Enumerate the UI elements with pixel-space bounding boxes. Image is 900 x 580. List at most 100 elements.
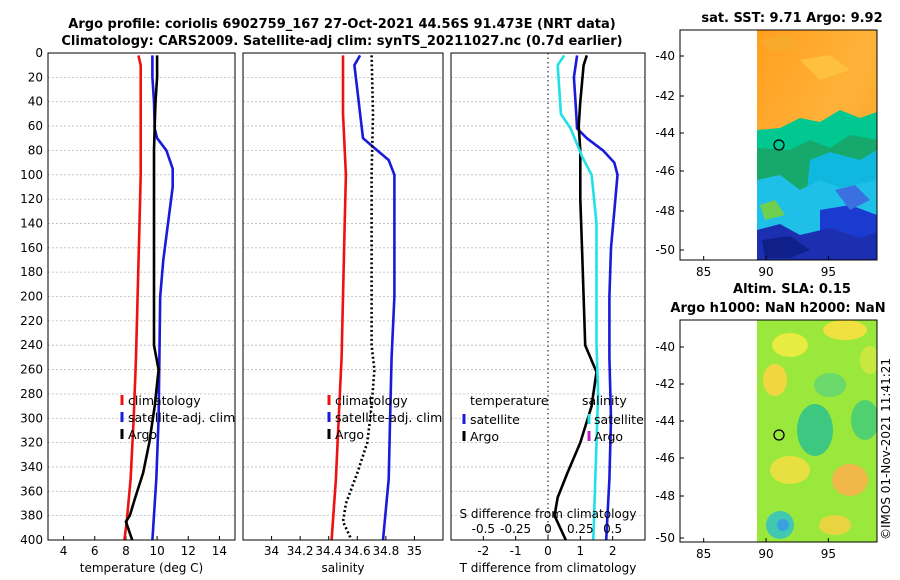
- depth-tick-label: 200: [20, 290, 43, 304]
- map-y-tick-label: -50: [655, 531, 675, 545]
- series-line-temperature-satellite: [572, 55, 619, 541]
- map-x-tick-label: 85: [696, 547, 711, 561]
- map-y-tick-label: -42: [655, 89, 675, 103]
- map-y-tick-label: -44: [655, 414, 675, 428]
- x-axis-label: salinity: [321, 561, 364, 575]
- sla-map-image: [757, 320, 877, 542]
- series-line-climatology: [123, 55, 142, 541]
- x-tick-label: 4: [60, 544, 68, 558]
- x-tick-label: 34: [264, 544, 279, 558]
- temperature-panel: 0 20 40 60 80 100 120 140 160 180 200 220 240 260 280 3…: [20, 46, 236, 575]
- map-y-tick-label: -50: [655, 243, 675, 257]
- secondary-tick-label: 0.5: [603, 522, 622, 536]
- depth-tick-label: 0: [35, 46, 43, 60]
- depth-tick-label: 300: [20, 411, 43, 425]
- x-tick-label: 34.6: [344, 544, 371, 558]
- depth-tick-label: 160: [20, 241, 43, 255]
- difference-panel: -2 -1 0 1 2 T difference from climatology temp…: [450, 52, 646, 575]
- sst-map-title: sat. SST: 9.71 Argo: 9.92: [701, 11, 882, 26]
- x-axis-label: T difference from climatology: [459, 561, 637, 575]
- depth-tick-label: 60: [28, 119, 43, 133]
- x-tick-label: 34.2: [287, 544, 314, 558]
- secondary-tick-label: -0.5: [472, 522, 495, 536]
- depth-tick-label: 320: [20, 436, 43, 450]
- legend-item: satellite-adj. clim: [335, 410, 442, 425]
- sst-map-image: [757, 30, 877, 260]
- map-y-tick-label: -46: [655, 451, 675, 465]
- map-y-tick-label: -48: [655, 204, 675, 218]
- depth-tick-label: 140: [20, 216, 43, 230]
- depth-tick-label: 220: [20, 314, 43, 328]
- sst-map: sat. SST: 9.71 Argo: 9.92 85 90 95 -40 -42 -4…: [655, 11, 882, 279]
- depth-tick-label: 240: [20, 338, 43, 352]
- x-tick-label: 10: [149, 544, 164, 558]
- depth-tick-label: 80: [28, 143, 43, 157]
- x-tick-label: 12: [181, 544, 196, 558]
- sla-argo-marker: [773, 429, 785, 441]
- legend-item: Argo: [470, 429, 499, 444]
- depth-tick-label: 100: [20, 168, 43, 182]
- map-y-tick-label: -48: [655, 489, 675, 503]
- sla-map-title: Altim. SLA: 0.15: [733, 282, 851, 297]
- legend-item: climatology: [335, 393, 408, 408]
- x-tick-label: 8: [122, 544, 130, 558]
- series-line-argo: [124, 55, 160, 541]
- x-tick-label: 14: [212, 544, 227, 558]
- secondary-tick-label: 0.25: [567, 522, 594, 536]
- sla-map: Altim. SLA: 0.15 Argo h1000: NaN h2000: …: [655, 282, 885, 561]
- depth-tick-label: 340: [20, 460, 43, 474]
- legend-header-salinity: salinity: [582, 393, 627, 408]
- depth-tick-label: 400: [20, 533, 43, 547]
- x-tick-label: 1: [577, 544, 585, 558]
- map-y-tick-label: -40: [655, 49, 675, 63]
- plot-frame: [242, 52, 444, 541]
- x-tick-label: 35: [407, 544, 422, 558]
- map-y-tick-label: -40: [655, 340, 675, 354]
- series-line-temperature-argo: [553, 54, 598, 541]
- map-y-tick-label: -42: [655, 377, 675, 391]
- legend-item: satellite: [470, 412, 520, 427]
- x-tick-label: 34.8: [372, 544, 399, 558]
- depth-tick-label: 180: [20, 265, 43, 279]
- depth-tick-label: 120: [20, 192, 43, 206]
- series-line-salinity-satellite: [556, 54, 600, 541]
- plot-frame: [450, 52, 646, 541]
- legend-item: climatology: [128, 393, 201, 408]
- map-x-tick-label: 85: [696, 265, 711, 279]
- secondary-axis-label: S difference from climatology: [460, 507, 637, 521]
- legend-item: satellite-adj. clim: [128, 410, 235, 425]
- x-tick-label: -1: [510, 544, 522, 558]
- figure-title-line1: Argo profile: coriolis 6902759_167 27-Oc…: [68, 17, 615, 32]
- series-line-satellite-adj-clim: [353, 54, 396, 541]
- legend-item: satellite: [594, 412, 644, 427]
- depth-tick-label: 280: [20, 387, 43, 401]
- depth-tick-label: 40: [28, 95, 43, 109]
- depth-tick-label: 380: [20, 509, 43, 523]
- x-tick-label: -2: [477, 544, 489, 558]
- legend-item: Argo: [594, 429, 623, 444]
- x-tick-label: 0: [544, 544, 552, 558]
- x-tick-label: 6: [91, 544, 99, 558]
- map-x-tick-label: 90: [758, 547, 773, 561]
- depth-tick-label: 20: [28, 70, 43, 84]
- depth-tick-label: 260: [20, 363, 43, 377]
- map-x-tick-label: 90: [758, 265, 773, 279]
- x-axis-label: temperature (deg C): [80, 561, 203, 575]
- secondary-tick-label: 0: [544, 522, 552, 536]
- salinity-panel: 34 34.2 34.4 34.6 34.8 35 salinity climatology s…: [242, 52, 444, 575]
- secondary-tick-label: -0.25: [500, 522, 531, 536]
- series-line-climatology: [330, 55, 348, 541]
- x-tick-label: 2: [609, 544, 617, 558]
- map-x-tick-label: 95: [821, 265, 836, 279]
- legend-item: Argo: [128, 427, 157, 442]
- figure-title-line2: Climatology: CARS2009. Satellite-adj cli…: [61, 34, 622, 49]
- sla-map-subtitle: Argo h1000: NaN h2000: NaN: [670, 301, 885, 316]
- map-y-tick-label: -44: [655, 126, 675, 140]
- x-tick-label: 34.4: [315, 544, 342, 558]
- plot-frame: [47, 52, 236, 541]
- sst-argo-marker: [773, 139, 785, 151]
- map-x-tick-label: 95: [821, 547, 836, 561]
- legend-item: Argo: [335, 427, 364, 442]
